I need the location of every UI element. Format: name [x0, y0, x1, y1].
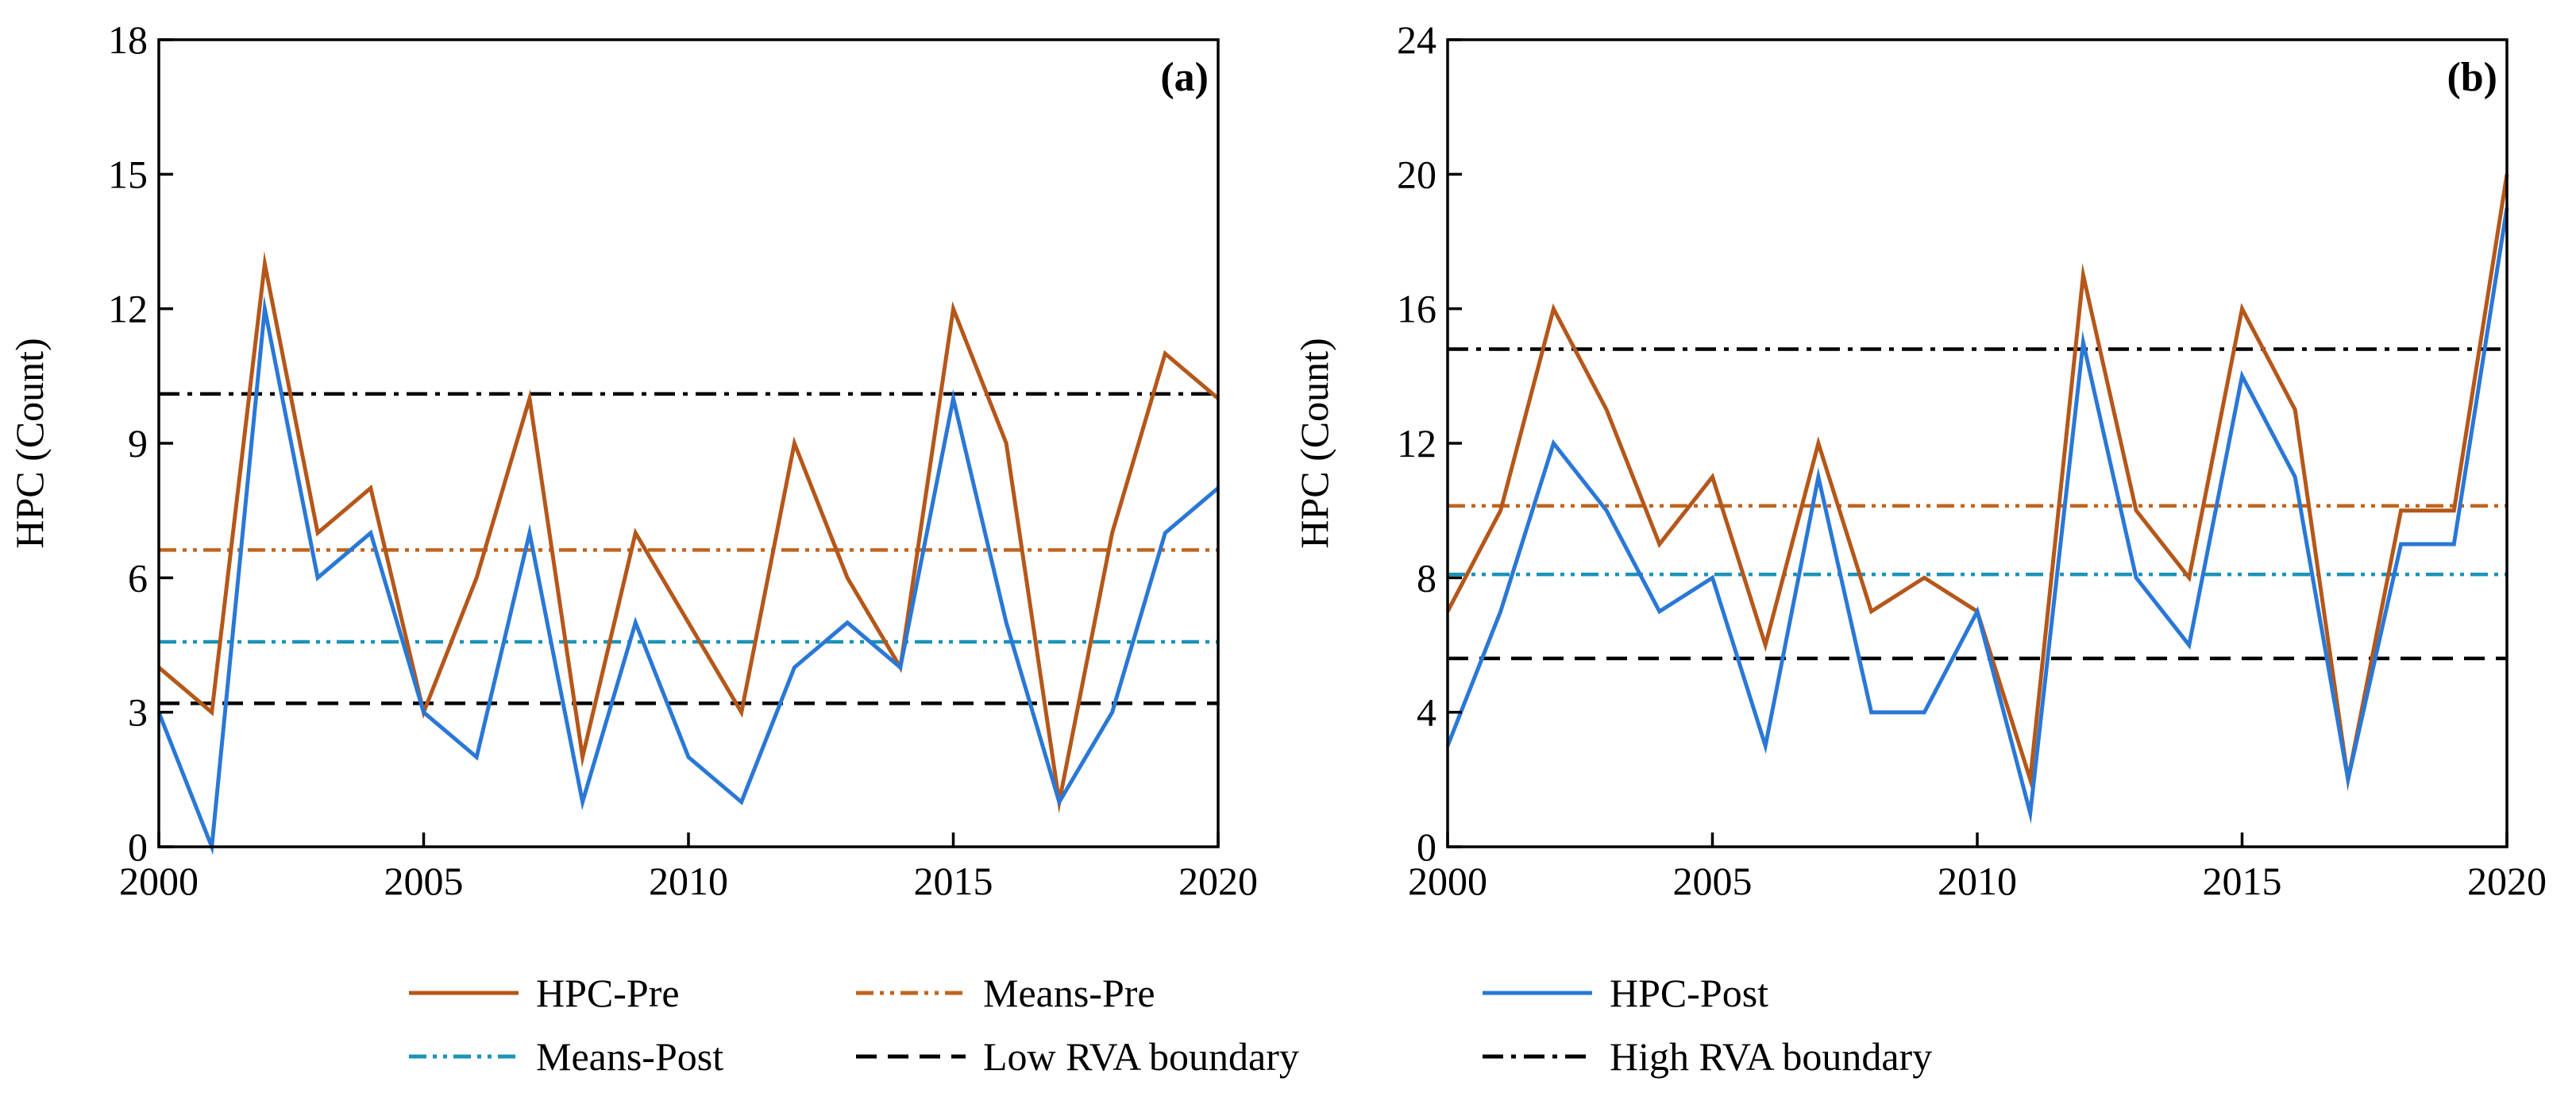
plot-frame-b	[1446, 38, 2509, 848]
x-tick-label-a: 2000	[119, 859, 199, 903]
y-tick-label-a: 12	[108, 287, 148, 331]
legend-label-means-pre: Means-Pre	[983, 971, 1155, 1015]
y-tick-label-a: 15	[108, 152, 148, 196]
x-tick-label-b: 2005	[1673, 859, 1753, 903]
series-line-hpc-post-a	[156, 295, 1220, 856]
panel-label-b: (b)	[2447, 55, 2497, 100]
legend-item-hpc-pre: HPC-Pre	[409, 971, 680, 1015]
y-axis-title-a: HPC (Count)	[7, 338, 52, 548]
legend: HPC-Pre Means-Pre HPC-Post Means-Post Low RV…	[409, 971, 1932, 1079]
panel-label-a: (a)	[1160, 55, 1209, 100]
chart-panel-b: 2000 2005 2010 2015 2020 0 4 8 12 16 20 24 HPC (Coun…	[1292, 17, 2547, 903]
y-tick-label-b: 0	[1417, 825, 1436, 869]
x-tick-label-b: 2010	[1938, 859, 2017, 903]
x-tick-label-a: 2020	[1178, 859, 1258, 903]
legend-label-hpc-pre: HPC-Pre	[536, 971, 680, 1015]
legend-item-hpc-post: HPC-Post	[1483, 971, 1768, 1015]
legend-item-high-rva-boundary: High RVA boundary	[1483, 1034, 1932, 1079]
y-tick-label-a: 0	[128, 825, 148, 869]
x-tick-label-b: 2020	[2467, 859, 2547, 903]
y-axis-title-b: HPC (Count)	[1292, 338, 1336, 548]
y-tick-label-a: 9	[128, 421, 148, 466]
x-tick-label-b: 2015	[2203, 859, 2282, 903]
legend-label-means-post: Means-Post	[536, 1034, 723, 1079]
y-tick-label-b: 4	[1417, 690, 1436, 735]
x-tick-label-a: 2005	[384, 859, 464, 903]
x-tick-label-a: 2010	[649, 859, 728, 903]
series-line-hpc-pre-b	[1445, 173, 2509, 792]
legend-label-hpc-post: HPC-Post	[1610, 971, 1768, 1015]
series-line-hpc-post-b	[1445, 207, 2509, 825]
y-tick-label-b: 8	[1417, 555, 1436, 600]
y-tick-label-b: 20	[1397, 152, 1436, 196]
y-tick-label-b: 12	[1397, 421, 1436, 466]
y-tick-label-b: 24	[1397, 17, 1436, 62]
y-tick-label-a: 3	[128, 690, 148, 735]
series-line-hpc-pre-a	[157, 251, 1220, 814]
legend-item-means-post: Means-Post	[409, 1034, 723, 1079]
legend-item-low-rva-boundary: Low RVA boundary	[856, 1034, 1299, 1079]
chart-panel-a: 2000 2005 2010 2015 2020 0 3 6 9 12 15 18 HPC (Count…	[7, 17, 1258, 903]
legend-label-high-rva-boundary: High RVA boundary	[1610, 1034, 1932, 1079]
y-tick-label-b: 16	[1397, 287, 1436, 331]
x-tick-label-b: 2000	[1408, 859, 1487, 903]
legend-label-low-rva-boundary: Low RVA boundary	[983, 1034, 1299, 1079]
plot-frame-a	[157, 38, 1220, 848]
y-tick-label-a: 18	[108, 17, 148, 62]
legend-item-means-pre: Means-Pre	[856, 971, 1155, 1015]
y-tick-label-a: 6	[128, 555, 148, 600]
x-tick-label-a: 2015	[914, 859, 993, 903]
